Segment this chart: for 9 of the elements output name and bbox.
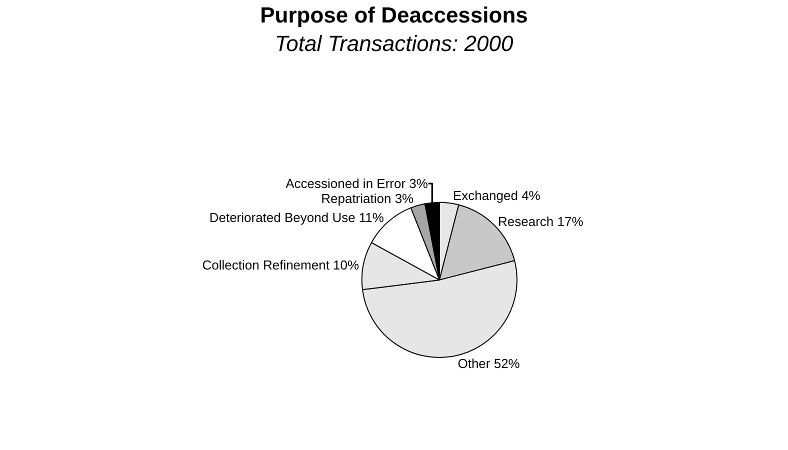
slice-label: Accessioned in Error 3% [286,176,428,192]
slice-label: Research 17% [498,214,584,229]
slice-label: Exchanged 4% [452,188,541,204]
slice-label: Other 52% [458,356,520,371]
chart-subtitle: Total Transactions: 2000 [274,31,514,56]
chart-title: Purpose of Deaccessions [260,2,528,28]
slice-label: Deteriorated Beyond Use 11% [209,210,384,226]
slice-label: Collection Refinement 10% [202,258,360,273]
slice-label: Repatriation 3% [321,191,414,206]
